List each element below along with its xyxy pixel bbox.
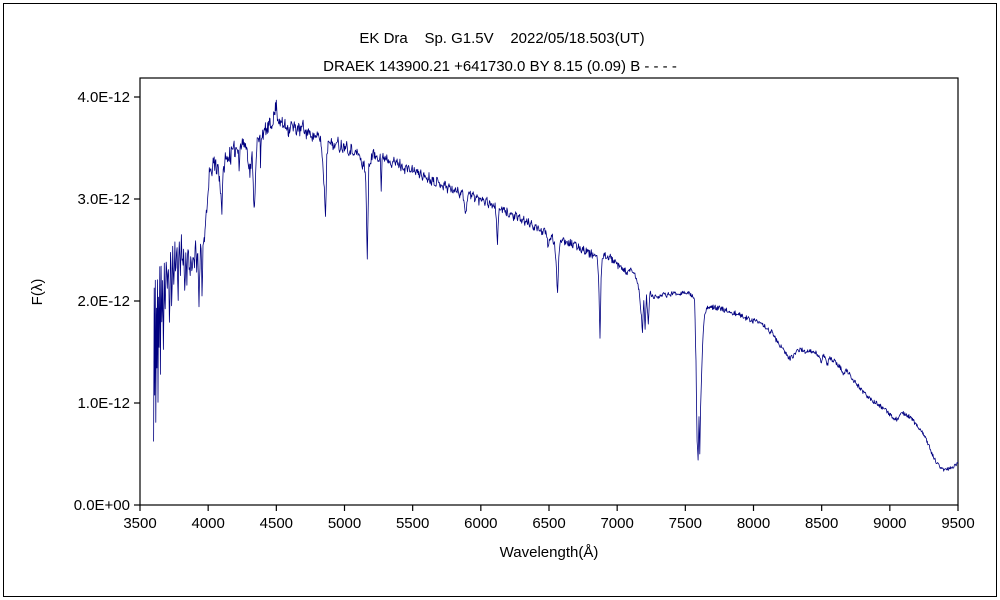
chart-title: EK Dra Sp. G1.5V 2022/05/18.503(UT): [359, 30, 644, 47]
x-tick-label: 8000: [737, 515, 770, 532]
x-tick-label: 4000: [191, 515, 224, 532]
x-tick-label: 6000: [464, 515, 497, 532]
spectrum-line-group: [153, 99, 959, 472]
chart-subtitle: DRAEK 143900.21 +641730.0 BY 8.15 (0.09)…: [323, 58, 677, 75]
x-tick-label: 4500: [260, 515, 293, 532]
x-tick-label: 9500: [941, 515, 974, 532]
x-ticks: 3500 4000 4500 5000 5500 6000 6500 7000 7500 8000…: [123, 505, 975, 532]
x-axis-title: Wavelength(Å): [500, 544, 599, 561]
x-tick-label: 5500: [396, 515, 429, 532]
outer-border: [3, 3, 997, 597]
x-tick-label: 3500: [123, 515, 156, 532]
spectrum-line: [153, 99, 959, 472]
x-tick-label: 7500: [669, 515, 702, 532]
x-tick-label: 7000: [600, 515, 633, 532]
x-tick-label: 5000: [328, 515, 361, 532]
y-tick-label: 4.0E-12: [77, 89, 130, 106]
x-tick-label: 9000: [873, 515, 906, 532]
y-tick-label: 2.0E-12: [77, 293, 130, 310]
x-tick-label: 8500: [805, 515, 838, 532]
plot-frame: [139, 77, 959, 506]
x-tick-label: 6500: [532, 515, 565, 532]
y-tick-label: 1.0E-12: [77, 395, 130, 412]
y-axis-title: F(λ): [29, 279, 46, 306]
y-ticks: 0.0E+00 1.0E-12 2.0E-12 3.0E-12 4.0E-12: [74, 89, 140, 514]
y-tick-label: 3.0E-12: [77, 191, 130, 208]
y-tick-label: 0.0E+00: [74, 497, 130, 514]
